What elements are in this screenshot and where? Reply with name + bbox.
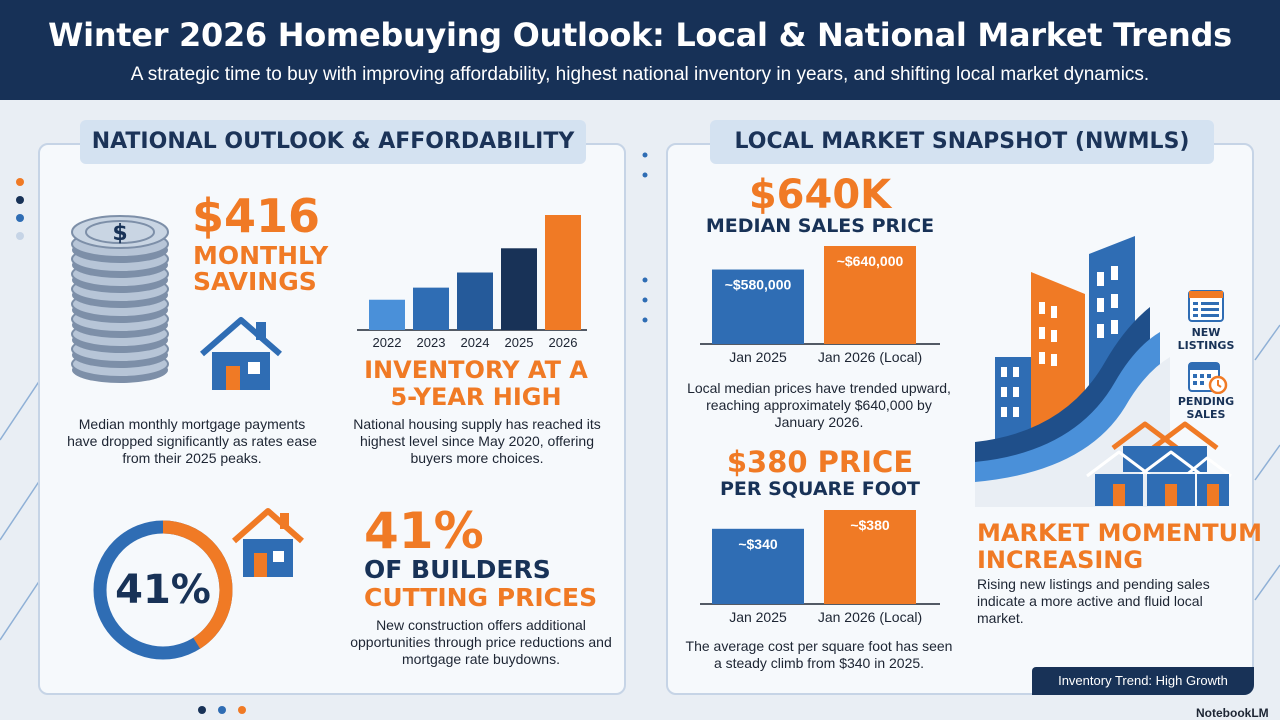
divider-dots [642, 152, 648, 323]
median-label: MEDIAN SALES PRICE [705, 215, 935, 237]
page-subtitle: A strategic time to buy with improving a… [130, 64, 1150, 85]
momentum-title-line2: INCREASING [977, 546, 1144, 574]
median-description: Local median prices have trended upward,… [687, 380, 951, 430]
decor-dot [16, 196, 24, 204]
decor-dot [238, 706, 246, 714]
decor-dot [16, 232, 24, 240]
inventory-bar [413, 287, 449, 330]
city-skyline-illustration [975, 236, 1170, 507]
median-amount: $640K [748, 172, 892, 218]
builders-percent: 41% [364, 502, 484, 560]
value-bar [824, 510, 916, 604]
bar-value-label: ~$340 [738, 536, 778, 552]
value-bar [712, 269, 804, 344]
price-per-sqft-bar-chart: ~$340 Jan 2025 ~$380 Jan 2026 (Local) [700, 510, 940, 625]
bar-value-label: ~$380 [850, 517, 890, 533]
inventory-bar [501, 248, 537, 330]
savings-amount: $416 [192, 189, 321, 243]
header-banner [0, 0, 1280, 100]
local-heading: LOCAL MARKET SNAPSHOT (NWMLS) [710, 120, 1214, 164]
value-bar [824, 246, 916, 344]
inventory-tick-label: 2025 [505, 335, 534, 350]
inventory-bar [457, 272, 493, 330]
bar-category-label: Jan 2025 [729, 609, 787, 625]
footer-tag: Inventory Trend: High Growth [1032, 667, 1254, 695]
pending-sales-label-line2: SALES [1186, 408, 1226, 421]
calendar-clock-icon [1188, 362, 1228, 394]
bar-value-label: ~$640,000 [837, 253, 904, 269]
background-decor [0, 324, 1280, 641]
value-bar [712, 528, 804, 604]
listings-icon [1188, 290, 1224, 322]
national-heading: NATIONAL OUTLOOK & AFFORDABILITY [80, 120, 586, 164]
builders-description: New construction offers additional oppor… [350, 617, 612, 667]
momentum-title-line1: MARKET MOMENTUM [977, 519, 1263, 547]
bar-category-label: Jan 2026 (Local) [818, 609, 922, 625]
house-icon [200, 317, 282, 390]
inventory-tick-label: 2022 [373, 335, 402, 350]
inventory-bar [369, 299, 405, 330]
decor-dot [218, 706, 226, 714]
median-price-bar-chart: ~$580,000 Jan 2025 ~$640,000 Jan 2026 (Loca… [700, 246, 940, 365]
decor-dot [16, 214, 24, 222]
dollar-sign-icon: $ [112, 221, 127, 246]
bar-value-label: ~$580,000 [725, 277, 792, 293]
inventory-bar [545, 215, 581, 330]
builders-line2: CUTTING PRICES [364, 583, 598, 612]
inventory-tick-label: 2023 [417, 335, 446, 350]
momentum-description: Rising new listings and pending sales in… [977, 576, 1210, 626]
inventory-title-line2: 5-YEAR HIGH [390, 383, 562, 411]
coin-rim [85, 220, 155, 244]
bar-category-label: Jan 2026 (Local) [818, 349, 922, 365]
builders-line1: OF BUILDERS [364, 555, 551, 584]
savings-label-line2: SAVINGS [193, 267, 317, 296]
savings-label-line1: MONTHLY [193, 241, 329, 270]
ppsf-amount: $380 PRICE [726, 445, 914, 479]
inventory-bar-chart: 2022 2023 2024 2025 2026 [357, 215, 587, 350]
house-icon [232, 508, 304, 577]
page-title: Winter 2026 Homebuying Outlook: Local & … [48, 16, 1232, 54]
pending-sales-label-line1: PENDING [1177, 395, 1235, 408]
bar-category-label: Jan 2025 [729, 349, 787, 365]
builders-donut-chart [93, 520, 233, 660]
inventory-tick-label: 2024 [461, 335, 490, 350]
decor-dot [198, 706, 206, 714]
inventory-tick-label: 2026 [549, 335, 578, 350]
watermark: NotebookLM [1196, 706, 1269, 720]
coin-stack-icon: $ [71, 215, 169, 383]
savings-description: Median monthly mortgage payments have dr… [67, 416, 317, 466]
new-listings-label-line2: LISTINGS [1177, 339, 1235, 352]
donut-center-label: 41% [115, 567, 211, 613]
ppsf-description: The average cost per square foot has see… [685, 638, 953, 671]
inventory-title-line1: INVENTORY AT A [364, 356, 588, 384]
decor-dot [16, 178, 24, 186]
houses-cluster-icon [1086, 421, 1232, 506]
new-listings-label-line1: NEW [1191, 326, 1221, 339]
inventory-description: National housing supply has reached its … [353, 416, 601, 466]
ppsf-label: PER SQUARE FOOT [719, 478, 920, 500]
